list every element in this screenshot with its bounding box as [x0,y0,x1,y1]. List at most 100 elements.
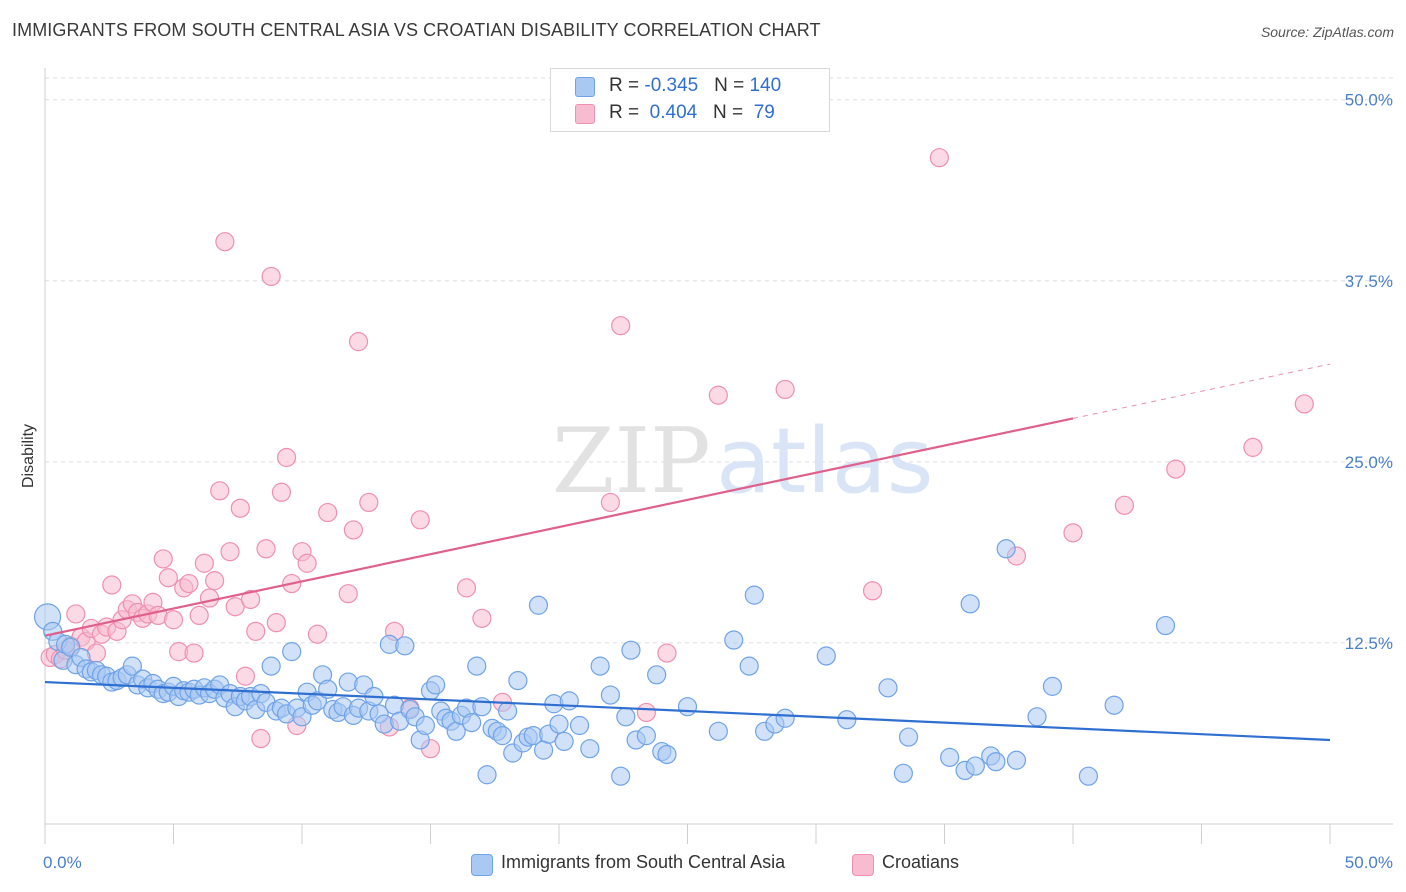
legend-swatch-pink [575,104,595,124]
legend-swatch-blue [575,77,595,97]
legend-n-value: 140 [749,75,782,96]
immigrant-point [1078,766,1099,786]
croatian-point [241,589,261,610]
immigrant-point [1104,695,1124,715]
x-tick-label: 0.0% [43,853,82,872]
x-tick-label: 50.0% [1345,853,1393,872]
croatians-trendline-extension [1072,363,1331,419]
croatian-point [266,613,286,633]
croatian-point [271,482,292,502]
legend-n-label: N = [713,102,749,123]
immigrant-point [559,691,579,711]
croatian-point [338,584,358,604]
legend-row-immigrants: R = -0.345 N = 140 [575,75,781,99]
immigrant-point [569,715,590,736]
immigrant-point [636,726,656,746]
bottom-legend-swatch-blue [471,854,493,876]
croatian-point [225,597,245,617]
immigrant-point [580,739,600,759]
immigrant-point [498,701,518,721]
legend-row-croatians: R = 0.404 N = 79 [575,102,775,126]
immigrant-point [600,685,621,705]
croatian-point [220,542,240,562]
y-axis-title: Disability [20,424,37,488]
croatian-point [163,610,184,630]
bottom-legend-label: Croatians [882,852,960,872]
immigrant-point [965,756,985,776]
croatian-point [205,571,225,591]
immigrant-point [996,539,1016,559]
croatian-point [215,232,235,252]
immigrant-point [657,744,677,765]
trendlines [44,363,1331,742]
legend: R = -0.345 N = 140 R = 0.404 N = 79 [550,68,830,132]
croatian-point [343,520,363,540]
bottom-legend-label: Immigrants from South Central Asia [501,852,786,872]
croatian-point [318,502,338,523]
croatian-point [66,604,86,624]
y-tick-label: 25.0% [1345,453,1393,472]
croatian-point [1294,394,1314,414]
legend-r-label: R = [609,75,645,96]
immigrant-point [616,707,636,727]
croatian-point [199,588,220,608]
y-tick-label: 37.5% [1345,272,1393,291]
croatian-point [256,539,276,559]
legend-r-value: 0.404 [644,102,698,123]
immigrant-point [621,640,641,660]
croatian-point [708,385,728,405]
croatian-point [657,643,677,663]
croatian-point [235,666,256,686]
croatian-point [184,643,204,663]
immigrant-point [1155,615,1176,636]
immigrant-point [960,594,980,614]
croatian-point [297,553,317,573]
croatian-point [246,621,266,641]
immigrant-point [739,656,759,676]
croatian-point [102,575,122,595]
immigrant-point [837,710,857,730]
immigrant-point [647,665,667,685]
immigrant-point [775,708,795,728]
immigrant-point [477,765,497,785]
immigrant-point [462,713,482,733]
croatian-point [636,702,656,723]
immigrant-point [549,714,569,734]
croatians-trendline [44,417,1074,637]
croatian-point [359,492,379,513]
croatian-point [261,266,281,287]
immigrant-point [1006,750,1027,770]
immigrant-point [940,747,960,767]
immigrant-point [1042,676,1063,696]
croatian-point [611,316,631,336]
immigrant-point [122,656,142,676]
croatian-point [153,549,173,569]
y-tick-label: 50.0% [1345,91,1393,110]
immigrant-point [426,675,446,695]
immigrant-point [677,697,698,717]
croatian-point [251,728,271,749]
chart-title: IMMIGRANTS FROM SOUTH CENTRAL ASIA VS CR… [12,20,821,40]
immigrant-point [893,763,913,783]
croatian-point [1114,495,1135,515]
immigrants-trendline [44,680,1331,742]
immigrant-point [744,585,764,605]
croatian-point [189,605,209,626]
watermark-zip: ZIP [552,409,711,514]
immigrant-point [590,656,610,676]
immigrant-point [724,630,744,650]
croatian-point [276,447,297,468]
croatian-point [179,573,199,594]
croatian-point [1063,523,1083,543]
croatian-point [307,624,328,644]
axes [44,68,1393,844]
croatian-point [600,492,621,513]
y-tick-label: 12.5% [1345,634,1393,653]
legend-n-label: N = [714,75,750,96]
croatian-point [210,481,230,501]
croatian-point [862,581,883,601]
croatian-point [472,608,492,628]
croatian-point [1166,459,1186,479]
immigrant-point [261,656,281,676]
croatian-point [348,332,369,352]
